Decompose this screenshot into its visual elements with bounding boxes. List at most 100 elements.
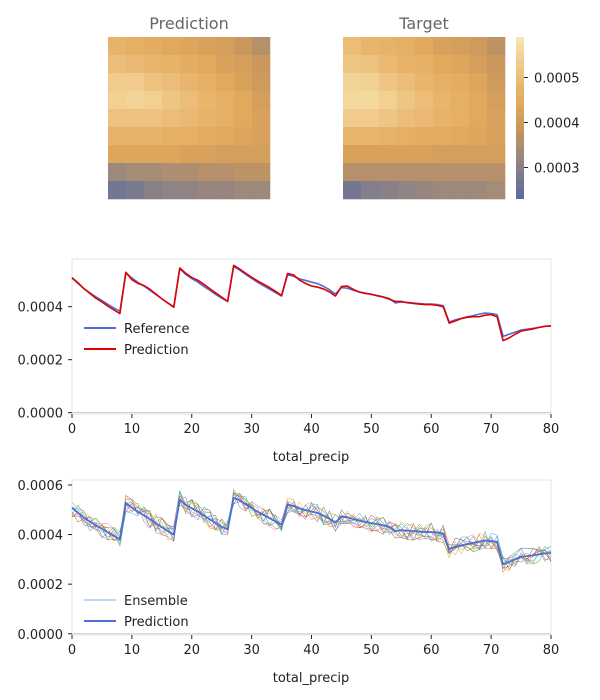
heatmap-cell	[397, 145, 416, 164]
heatmap-cell	[469, 37, 488, 56]
heatmap-cell	[216, 163, 235, 182]
heatmap-cell	[469, 73, 488, 92]
heatmap-cell	[144, 109, 163, 128]
heatmap-cell	[252, 181, 271, 200]
heatmap-cell	[108, 127, 127, 146]
heatmap-cell	[415, 73, 434, 92]
heatmap-cell	[361, 163, 380, 182]
heatmap-cell	[144, 37, 163, 56]
heatmap-cell	[487, 109, 506, 128]
heatmap-cell	[469, 91, 488, 110]
heatmap-cell	[397, 181, 416, 200]
heatmap-cell	[415, 163, 434, 182]
heatmap-cell	[234, 73, 253, 92]
x-tick-label: 30	[243, 643, 260, 658]
heatmap-cell	[433, 37, 452, 56]
y-tick-label: 0.0004	[18, 301, 64, 316]
x-tick-label: 20	[183, 422, 200, 437]
heatmap-cell	[126, 163, 145, 182]
heatmap-cell	[415, 109, 434, 128]
heatmap-cell	[162, 91, 181, 110]
x-tick-label: 10	[124, 643, 141, 658]
heatmap-cell	[162, 55, 181, 74]
y-tick-label: 0.0002	[18, 354, 64, 369]
heatmap-cell	[469, 181, 488, 200]
heatmap-cell	[487, 181, 506, 200]
heatmap-cell	[252, 73, 271, 92]
heatmap-cell	[252, 55, 271, 74]
heatmap-cell	[234, 37, 253, 56]
heatmap-cell	[487, 55, 506, 74]
heatmap-cell	[144, 55, 163, 74]
heatmap-cell	[343, 91, 362, 110]
heatmap-cell	[433, 55, 452, 74]
heatmap-cell	[234, 109, 253, 128]
heatmap-cell	[469, 127, 488, 146]
heatmap-cell	[433, 145, 452, 164]
heatmap-cell	[469, 109, 488, 128]
ensemble-member-line	[71, 494, 552, 564]
heatmap-cell	[451, 127, 470, 146]
heatmap-prediction-title: Prediction	[149, 14, 228, 33]
colorbar-bar	[516, 37, 524, 199]
heatmap-cell	[198, 145, 217, 164]
heatmap-cell	[252, 145, 271, 164]
x-tick-label: 80	[543, 643, 560, 658]
ensemble-vs-prediction-chart: 0 10 20 30 40 50 60 70 80 0.0000 0.0002 0.0004 0.000…	[18, 479, 560, 686]
heatmap-cell	[361, 127, 380, 146]
heatmap-cell	[144, 145, 163, 164]
heatmap-cell	[234, 127, 253, 146]
colorbar-ticks: 0.0005 0.0004 0.0003	[524, 72, 580, 177]
heatmap-cell	[379, 181, 398, 200]
heatmap-cell	[198, 109, 217, 128]
heatmap-cell	[180, 91, 199, 110]
x-tick-label: 60	[423, 422, 440, 437]
heatmap-cell	[415, 145, 434, 164]
heatmap-cell	[198, 163, 217, 182]
heatmap-cell	[234, 55, 253, 74]
heatmap-cell	[451, 181, 470, 200]
heatmap-cell	[234, 181, 253, 200]
heatmap-cell	[415, 91, 434, 110]
heatmap-cell	[126, 55, 145, 74]
heatmap-cell	[397, 127, 416, 146]
heatmap-cell	[144, 127, 163, 146]
chart2-legend: Ensemble Prediction	[84, 594, 189, 630]
x-tick-label: 80	[543, 422, 560, 437]
heatmap-target-cells	[343, 37, 506, 200]
heatmap-cell	[397, 109, 416, 128]
heatmap-cell	[180, 145, 199, 164]
heatmap-cell	[108, 55, 127, 74]
heatmap-cell	[433, 91, 452, 110]
heatmap-cell	[379, 145, 398, 164]
heatmap-cell	[361, 37, 380, 56]
heatmap-cell	[433, 163, 452, 182]
heatmap-cell	[198, 91, 217, 110]
heatmap-cell	[108, 181, 127, 200]
colorbar-tick-label: 0.0005	[534, 72, 580, 87]
heatmap-cell	[487, 91, 506, 110]
y-tick-label: 0.0006	[18, 479, 64, 494]
chart2-axes: 0 10 20 30 40 50 60 70 80 0.0000 0.0002 0.0004 0.000…	[18, 479, 560, 658]
x-tick-label: 70	[483, 643, 500, 658]
chart1-series	[71, 264, 552, 342]
heatmap-cell	[108, 73, 127, 92]
heatmap-cell	[252, 91, 271, 110]
heatmap-cell	[216, 145, 235, 164]
heatmap-cell	[234, 163, 253, 182]
colorbar: 0.0005 0.0004 0.0003	[516, 37, 580, 199]
heatmap-cell	[343, 109, 362, 128]
heatmap-cell	[397, 37, 416, 56]
ensemble-member-line	[71, 490, 552, 565]
heatmap-cell	[234, 145, 253, 164]
x-tick-label: 40	[303, 422, 320, 437]
heatmap-cell	[433, 73, 452, 92]
heatmap-cell	[451, 73, 470, 92]
heatmap-cell	[433, 181, 452, 200]
heatmap-cell	[379, 127, 398, 146]
heatmap-cell	[180, 127, 199, 146]
y-tick-label: 0.0002	[18, 578, 64, 593]
heatmap-cell	[487, 163, 506, 182]
chart1-xlabel: total_precip	[273, 450, 350, 465]
